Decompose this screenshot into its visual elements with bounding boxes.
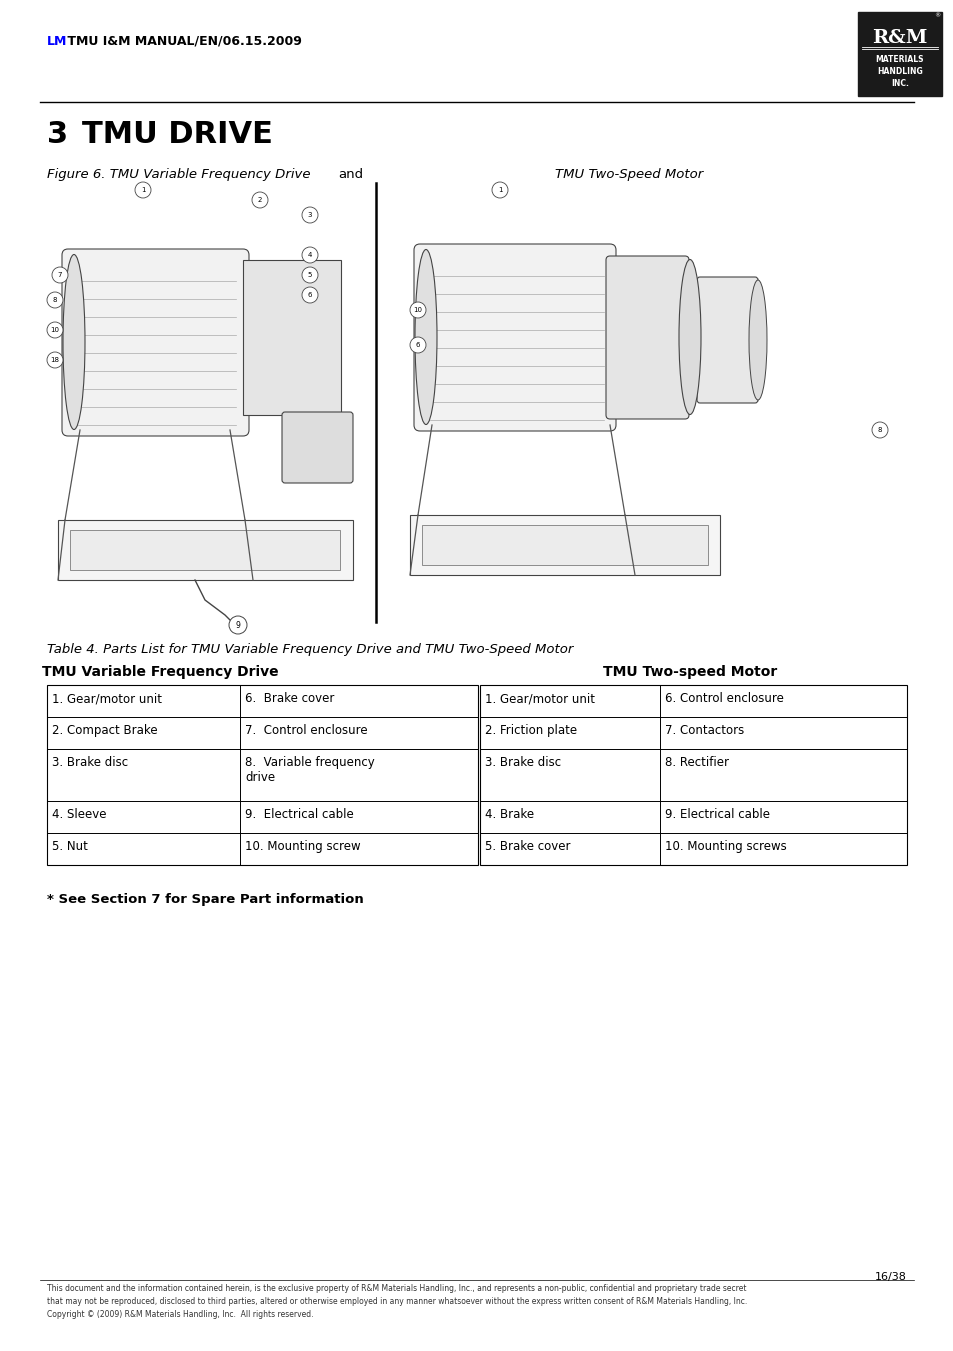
Circle shape — [492, 182, 507, 199]
Text: 5. Brake cover: 5. Brake cover — [484, 840, 570, 852]
Text: R&M: R&M — [871, 28, 926, 47]
Circle shape — [252, 192, 268, 208]
Ellipse shape — [63, 254, 85, 430]
Text: 2: 2 — [257, 197, 262, 203]
Text: HANDLING: HANDLING — [876, 68, 922, 77]
Text: TMU Two-Speed Motor: TMU Two-Speed Motor — [555, 168, 702, 181]
Text: 9: 9 — [235, 620, 240, 630]
Circle shape — [135, 182, 151, 199]
Text: and: and — [337, 168, 363, 181]
Text: 5. Nut: 5. Nut — [52, 840, 88, 852]
Text: TMU DRIVE: TMU DRIVE — [82, 120, 273, 149]
FancyBboxPatch shape — [70, 530, 339, 570]
Text: 3: 3 — [308, 212, 312, 218]
FancyBboxPatch shape — [243, 259, 340, 415]
Text: LM: LM — [47, 35, 68, 49]
FancyBboxPatch shape — [414, 245, 616, 431]
Circle shape — [302, 207, 317, 223]
Text: 2. Compact Brake: 2. Compact Brake — [52, 724, 157, 738]
Text: 1. Gear/motor unit: 1. Gear/motor unit — [484, 692, 595, 705]
Text: TMU Two-speed Motor: TMU Two-speed Motor — [602, 665, 777, 680]
Text: 5: 5 — [308, 272, 312, 278]
Text: 7: 7 — [58, 272, 62, 278]
FancyBboxPatch shape — [282, 412, 353, 484]
Text: 8.  Variable frequency
drive: 8. Variable frequency drive — [245, 757, 375, 784]
Text: 1: 1 — [141, 186, 145, 193]
Text: 7.  Control enclosure: 7. Control enclosure — [245, 724, 367, 738]
Text: 6. Control enclosure: 6. Control enclosure — [664, 692, 783, 705]
Bar — [479, 685, 906, 865]
Text: * See Section 7 for Spare Part information: * See Section 7 for Spare Part informati… — [47, 893, 363, 907]
Text: 4. Sleeve: 4. Sleeve — [52, 808, 107, 821]
Circle shape — [47, 353, 63, 367]
Ellipse shape — [415, 250, 436, 424]
Text: ®: ® — [933, 14, 939, 18]
Text: MATERIALS: MATERIALS — [875, 55, 923, 65]
FancyBboxPatch shape — [857, 12, 941, 96]
Text: 3. Brake disc: 3. Brake disc — [484, 757, 560, 769]
Text: 6: 6 — [308, 292, 312, 299]
Ellipse shape — [748, 280, 766, 400]
Text: 10: 10 — [413, 307, 422, 313]
Circle shape — [52, 267, 68, 282]
Text: 7. Contactors: 7. Contactors — [664, 724, 743, 738]
Text: 8. Rectifier: 8. Rectifier — [664, 757, 728, 769]
Circle shape — [229, 616, 247, 634]
Text: 18: 18 — [51, 357, 59, 363]
Circle shape — [871, 422, 887, 438]
Text: 8: 8 — [877, 427, 882, 434]
FancyBboxPatch shape — [421, 526, 707, 565]
Text: 9. Electrical cable: 9. Electrical cable — [664, 808, 769, 821]
Text: 4: 4 — [308, 253, 312, 258]
Text: 8: 8 — [52, 297, 57, 303]
Text: 9.  Electrical cable: 9. Electrical cable — [245, 808, 354, 821]
Circle shape — [302, 247, 317, 263]
FancyBboxPatch shape — [697, 277, 758, 403]
Ellipse shape — [679, 259, 700, 415]
Text: 6.  Brake cover: 6. Brake cover — [245, 692, 334, 705]
Text: 4. Brake: 4. Brake — [484, 808, 534, 821]
Text: INC.: INC. — [890, 80, 908, 89]
Circle shape — [410, 303, 426, 317]
Text: TMU Variable Frequency Drive: TMU Variable Frequency Drive — [42, 665, 278, 680]
Text: TMU I&M MANUAL/EN/06.15.2009: TMU I&M MANUAL/EN/06.15.2009 — [63, 35, 301, 49]
Text: 3. Brake disc: 3. Brake disc — [52, 757, 128, 769]
Text: 6: 6 — [416, 342, 420, 349]
FancyBboxPatch shape — [605, 255, 688, 419]
Text: This document and the information contained herein, is the exclusive property of: This document and the information contai… — [47, 1283, 746, 1320]
Bar — [47, 685, 477, 865]
Text: 10: 10 — [51, 327, 59, 332]
Text: 10. Mounting screws: 10. Mounting screws — [664, 840, 786, 852]
Circle shape — [410, 336, 426, 353]
Circle shape — [302, 267, 317, 282]
Text: 1. Gear/motor unit: 1. Gear/motor unit — [52, 692, 162, 705]
Text: Table 4. Parts List for TMU Variable Frequency Drive and TMU Two-Speed Motor: Table 4. Parts List for TMU Variable Fre… — [47, 643, 573, 657]
Text: Figure 6. TMU Variable Frequency Drive: Figure 6. TMU Variable Frequency Drive — [47, 168, 310, 181]
Text: 1: 1 — [497, 186, 501, 193]
Text: 16/38: 16/38 — [874, 1273, 906, 1282]
FancyBboxPatch shape — [62, 249, 249, 436]
FancyBboxPatch shape — [410, 515, 720, 576]
Circle shape — [302, 286, 317, 303]
Text: 10. Mounting screw: 10. Mounting screw — [245, 840, 360, 852]
Text: 2. Friction plate: 2. Friction plate — [484, 724, 577, 738]
Text: 3: 3 — [47, 120, 68, 149]
FancyBboxPatch shape — [58, 520, 353, 580]
Circle shape — [47, 292, 63, 308]
Circle shape — [47, 322, 63, 338]
